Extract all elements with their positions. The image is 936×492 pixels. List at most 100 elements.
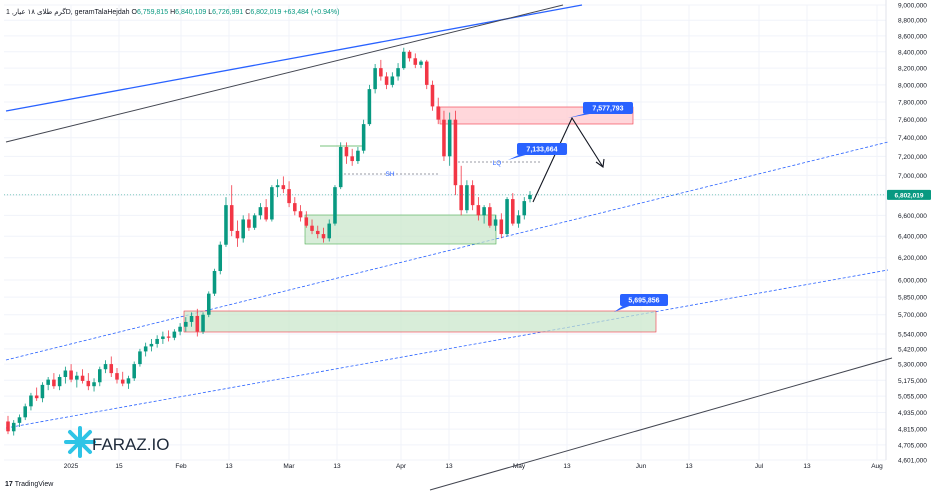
candle-body — [436, 106, 440, 120]
callout-target-3-label: 5,695,856 — [628, 298, 659, 305]
candle-body — [390, 76, 395, 85]
trendline-black — [5, 4, 564, 143]
candle-body — [476, 205, 481, 216]
x-tick-label: May — [513, 463, 526, 470]
candle-body — [201, 314, 205, 332]
candle-body — [419, 61, 423, 65]
open-label: O — [131, 9, 137, 16]
candle-body — [115, 373, 119, 380]
candle-body — [161, 336, 165, 339]
candle-body — [465, 185, 469, 211]
candle-body — [75, 375, 79, 380]
x-tick-label: Feb — [175, 463, 187, 470]
candle-body — [430, 84, 435, 107]
candle-body — [6, 421, 10, 432]
candle-body — [235, 230, 240, 239]
candle-body — [275, 185, 280, 188]
candle-body — [384, 76, 389, 85]
logo-text: FARAZ.IO — [92, 435, 169, 454]
candle-body — [356, 150, 360, 162]
y-tick-label: 5,540,000 — [898, 332, 927, 339]
x-tick-label: 2025 — [64, 463, 79, 470]
y-tick-label: 8,000,000 — [898, 82, 927, 89]
candle-body — [522, 201, 527, 216]
candle-body — [63, 370, 68, 378]
candle-body — [98, 369, 102, 383]
candle-body — [34, 395, 39, 399]
y-tick-label: 5,055,000 — [898, 394, 927, 401]
candle-body — [459, 185, 463, 211]
y-tick-label: 6,000,000 — [898, 277, 927, 284]
y-tick-label: 4,601,000 — [898, 458, 927, 465]
callout-target-2-pointer — [508, 154, 529, 160]
tradingview-logo-icon: 17 — [5, 481, 13, 488]
candle-body — [407, 51, 412, 59]
candle-body — [195, 315, 200, 332]
candle-body — [166, 336, 171, 338]
y-tick-label: 7,600,000 — [898, 117, 927, 124]
candle-body — [528, 194, 532, 200]
y-tick-label: 4,935,000 — [898, 410, 927, 417]
candle-body — [447, 119, 452, 157]
close-value: 6,802,019 — [250, 9, 282, 16]
low-value: 6,726,991 — [212, 9, 244, 16]
channel-lower — [5, 269, 889, 429]
candle-body — [46, 379, 50, 385]
y-tick-label: 5,700,000 — [898, 312, 927, 319]
candle-body — [103, 364, 108, 370]
y-tick-label: 5,850,000 — [898, 295, 927, 302]
candle-body — [241, 219, 245, 239]
x-tick-label: 13 — [225, 463, 233, 470]
candle-body — [327, 223, 332, 239]
candle-body — [224, 205, 228, 245]
tradingview-brand[interactable]: 17 TradingView — [5, 481, 53, 488]
y-tick-label: 5,175,000 — [898, 378, 927, 385]
x-tick-label: Jun — [636, 463, 647, 470]
candle-body — [264, 207, 268, 220]
y-tick-label: 8,400,000 — [898, 49, 927, 56]
y-tick-label: 5,300,000 — [898, 362, 927, 369]
candle-body — [229, 205, 234, 231]
callout-target-3-box — [620, 294, 668, 306]
trendline-blue — [5, 4, 583, 112]
candle-body — [270, 187, 274, 220]
candle-body — [184, 321, 188, 327]
candle-body — [361, 124, 366, 151]
candle-body — [11, 422, 16, 432]
change-value: +63,484 (+0.94%) — [283, 9, 340, 16]
candle-body — [310, 225, 314, 231]
open-value: 6,759,815 — [136, 9, 169, 16]
candle-body — [69, 370, 73, 380]
candle-body — [218, 244, 223, 271]
candle-body — [442, 119, 446, 157]
candle-body — [40, 384, 45, 399]
candle-body — [29, 395, 33, 407]
y-tick-label: 5,420,000 — [898, 346, 927, 353]
candle-body — [57, 377, 62, 387]
candle-body — [315, 230, 320, 235]
candle-body — [516, 215, 521, 224]
x-tick-label: 13 — [803, 463, 811, 470]
candle-body — [350, 156, 354, 162]
candle-body — [189, 315, 194, 322]
x-tick-label: 15 — [115, 463, 123, 470]
x-tick-label: Mar — [283, 463, 295, 470]
candle-body — [298, 211, 303, 218]
candle-body — [92, 382, 96, 387]
x-tick-label: 13 — [685, 463, 693, 470]
y-tick-label: 6,400,000 — [898, 234, 927, 241]
y-tick-label: 8,200,000 — [898, 66, 927, 73]
candle-body — [138, 351, 142, 365]
y-tick-label: 6,600,000 — [898, 213, 927, 220]
symbol-title: گرم طلای ۱۸ عیار, 1D, geramTalaHejdah — [6, 9, 130, 16]
y-tick-label: 9,000,000 — [898, 3, 927, 10]
trendline-support — [429, 357, 893, 491]
candle-body — [212, 270, 217, 294]
candle-body — [402, 51, 406, 69]
candle-body — [287, 189, 291, 204]
x-tick-label: Jul — [755, 463, 764, 470]
candle-body — [23, 406, 27, 418]
candle-body — [293, 203, 297, 212]
y-tick-label: 7,200,000 — [898, 154, 927, 161]
